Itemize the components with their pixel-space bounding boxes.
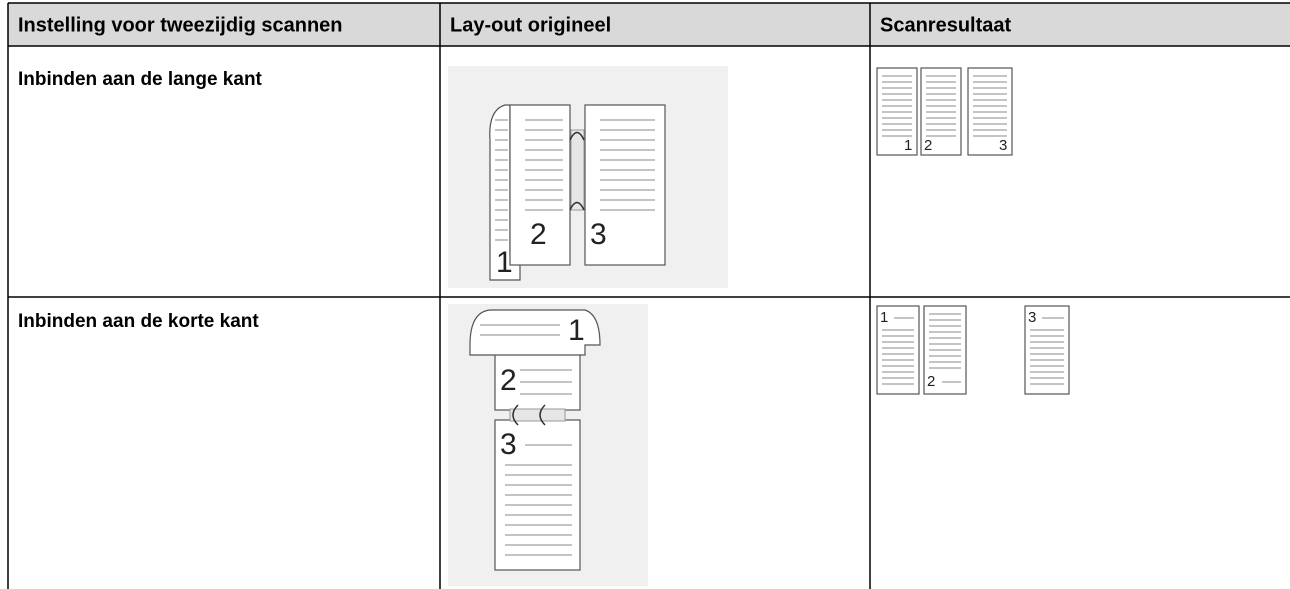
setting-cell: Inbinden aan de lange kant	[18, 69, 263, 90]
header-cell: Instelling voor tweezijdig scannen	[18, 14, 343, 36]
page-number: 1	[904, 137, 912, 154]
header-bg	[8, 3, 1290, 46]
page-number: 3	[999, 137, 1007, 154]
short-edge-layout: 1 2 3	[448, 304, 648, 586]
table-borders	[7, 2, 1290, 589]
page-number: 3	[1028, 309, 1036, 326]
page-number: 2	[500, 364, 517, 397]
page-number: 2	[530, 218, 547, 251]
page-number: 1	[568, 314, 585, 347]
long-edge-result: 1 2 3	[876, 67, 1013, 156]
page-number: 1	[496, 246, 513, 279]
long-edge-layout: 1 2 3	[448, 66, 728, 288]
short-edge-result: 1 2 3	[876, 305, 1070, 395]
page-number: 3	[590, 218, 607, 251]
setting-cell: Inbinden aan de korte kant	[18, 311, 259, 332]
page-number: 2	[924, 137, 932, 154]
header-cell: Lay-out origineel	[450, 14, 611, 36]
page-number: 1	[880, 309, 888, 326]
page-number: 3	[500, 428, 517, 461]
page-number: 2	[927, 373, 935, 390]
header-cell: Scanresultaat	[880, 14, 1012, 36]
